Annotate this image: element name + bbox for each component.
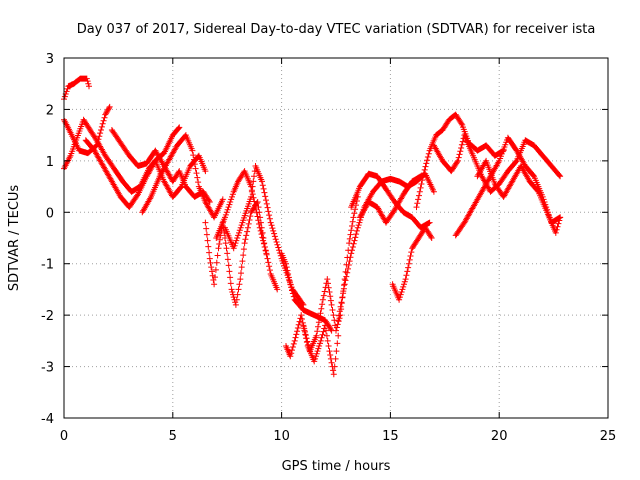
- series-track-b: [61, 103, 113, 157]
- point-markers: [139, 132, 226, 221]
- series-track-a: [61, 75, 92, 103]
- data-points: [61, 75, 564, 378]
- x-tick-label: 15: [382, 429, 399, 444]
- point-markers: [213, 168, 270, 257]
- point-markers: [202, 199, 281, 308]
- point-markers: [108, 127, 213, 205]
- series-track-q: [413, 111, 507, 211]
- x-tick-label: 20: [491, 429, 508, 444]
- x-tick-label: 10: [273, 429, 290, 444]
- x-tick-label: 5: [169, 429, 177, 444]
- y-tick-label: -1: [41, 258, 54, 273]
- point-markers: [61, 103, 113, 157]
- series-track-e: [108, 127, 213, 205]
- series-track-p: [389, 224, 435, 303]
- point-markers: [389, 224, 435, 303]
- y-tick-label: 1: [46, 155, 54, 170]
- series-track-l: [300, 193, 361, 355]
- y-tick-label: -2: [41, 309, 54, 324]
- series-track-t: [474, 157, 564, 236]
- series-track-f: [139, 132, 226, 221]
- series-track-d: [82, 137, 209, 211]
- point-markers: [278, 250, 335, 334]
- series-track-j: [278, 250, 335, 334]
- series-track-m: [335, 170, 437, 324]
- y-tick-label: 3: [46, 52, 54, 67]
- plot-frame: [63, 57, 609, 419]
- series-track-g: [202, 199, 281, 308]
- y-tick-label: -3: [41, 361, 54, 376]
- y-axis-label: SDTVAR / TECUs: [7, 185, 22, 292]
- x-tick-label: 0: [60, 429, 68, 444]
- point-markers: [413, 111, 507, 211]
- point-markers: [356, 173, 424, 226]
- y-tick-label: -4: [41, 412, 54, 427]
- point-markers: [300, 193, 361, 355]
- x-axis-label: GPS time / hours: [282, 459, 391, 474]
- x-tick-label: 25: [600, 429, 617, 444]
- series-track-n: [348, 170, 433, 231]
- series-track-o: [356, 173, 424, 226]
- chart-title: Day 037 of 2017, Sidereal Day-to-day VTE…: [77, 22, 596, 37]
- y-tick-label: 0: [46, 206, 54, 221]
- point-markers: [474, 157, 564, 236]
- point-markers: [82, 137, 209, 211]
- point-markers: [348, 170, 433, 231]
- point-markers: [335, 170, 437, 324]
- series-track-h: [213, 168, 270, 257]
- y-tick-label: 2: [46, 103, 54, 118]
- gridlines: [64, 58, 608, 418]
- point-markers: [61, 75, 92, 103]
